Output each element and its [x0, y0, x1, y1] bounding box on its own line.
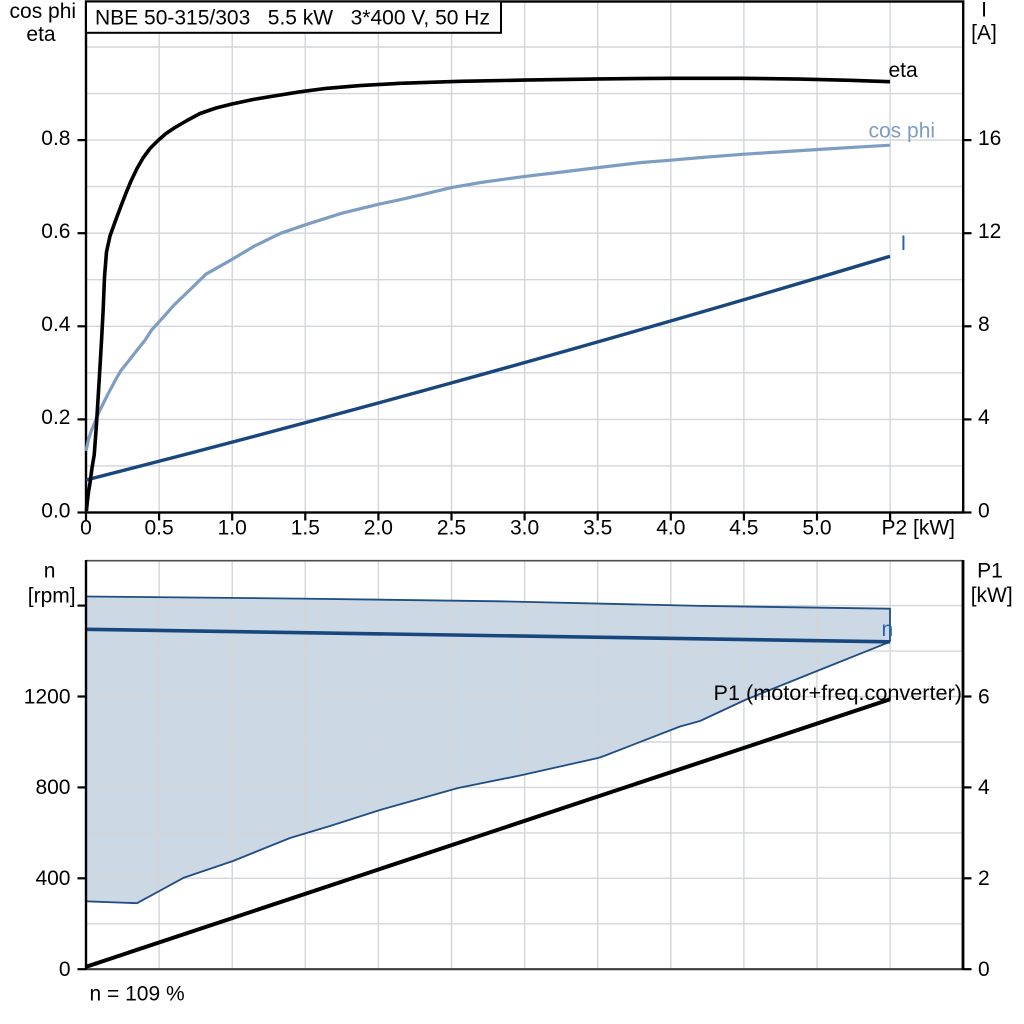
svg-text:0.8: 0.8 — [41, 127, 70, 150]
svg-text:n: n — [44, 560, 56, 583]
svg-text:4: 4 — [978, 406, 990, 429]
svg-text:3.0: 3.0 — [510, 517, 539, 540]
svg-text:0.2: 0.2 — [41, 406, 70, 429]
svg-text:0.0: 0.0 — [41, 499, 70, 522]
svg-text:[rpm]: [rpm] — [28, 584, 76, 607]
svg-text:16: 16 — [978, 127, 1001, 150]
svg-text:0.6: 0.6 — [41, 220, 70, 243]
svg-text:P1: P1 — [977, 560, 1003, 583]
svg-text:0.4: 0.4 — [41, 313, 71, 336]
svg-text:3.5: 3.5 — [583, 517, 612, 540]
svg-text:5.0: 5.0 — [802, 517, 831, 540]
svg-text:400: 400 — [35, 867, 70, 890]
svg-text:NBE 50-315/303 5.5 kW 3*40: NBE 50-315/303 5.5 kW 3*400 V, 50 Hz — [95, 7, 490, 30]
svg-text:0: 0 — [59, 958, 71, 981]
svg-text:0: 0 — [978, 499, 990, 522]
svg-text:n = 109 %: n = 109 % — [90, 983, 185, 1006]
svg-text:2.5: 2.5 — [437, 517, 466, 540]
svg-text:eta: eta — [889, 59, 919, 82]
svg-text:2.0: 2.0 — [364, 517, 393, 540]
svg-text:2: 2 — [978, 867, 990, 890]
svg-text:[A]: [A] — [971, 22, 997, 45]
svg-text:0: 0 — [80, 517, 92, 540]
svg-text:0: 0 — [978, 958, 990, 981]
svg-text:8: 8 — [978, 313, 990, 336]
svg-text:P2 [kW]: P2 [kW] — [882, 517, 956, 540]
svg-text:cos phi: cos phi — [10, 0, 77, 23]
svg-text:6: 6 — [978, 685, 990, 708]
svg-text:I: I — [981, 0, 987, 22]
svg-text:0.5: 0.5 — [144, 517, 173, 540]
svg-text:P1 (motor+freq.converter): P1 (motor+freq.converter) — [714, 682, 963, 705]
svg-text:4.0: 4.0 — [656, 517, 685, 540]
svg-text:12: 12 — [978, 220, 1001, 243]
svg-text:[kW]: [kW] — [971, 584, 1013, 607]
svg-text:800: 800 — [35, 776, 70, 799]
svg-text:eta: eta — [26, 23, 56, 46]
svg-text:4: 4 — [978, 776, 990, 799]
svg-text:I: I — [901, 232, 907, 255]
svg-text:1.0: 1.0 — [218, 517, 247, 540]
svg-text:1200: 1200 — [24, 685, 71, 708]
svg-text:cos phi: cos phi — [869, 120, 936, 143]
svg-text:4.5: 4.5 — [729, 517, 758, 540]
svg-text:1.5: 1.5 — [291, 517, 320, 540]
svg-text:n: n — [882, 618, 894, 641]
